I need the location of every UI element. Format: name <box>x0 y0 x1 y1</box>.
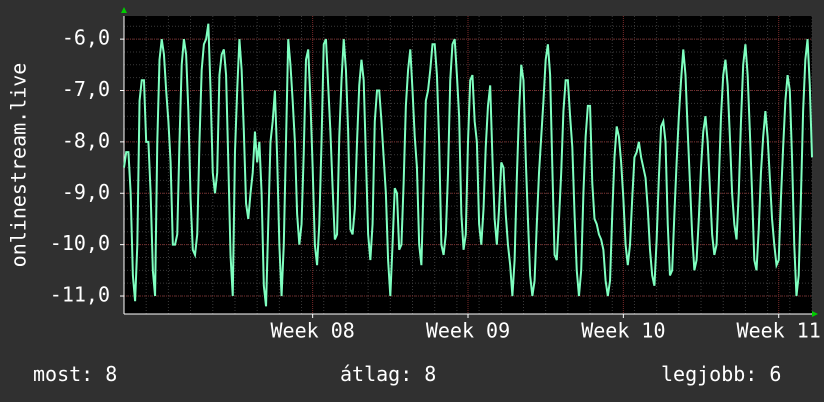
y-tick-label: -10,0 <box>50 231 110 255</box>
series-line <box>123 23 813 307</box>
x-tick-label: Week 10 <box>581 319 665 343</box>
y-axis-arrow <box>121 7 127 13</box>
y-tick-label: -11,0 <box>50 283 110 307</box>
major-grid <box>124 16 812 314</box>
y-tick-label: -6,0 <box>62 26 110 50</box>
x-axis-arrow <box>812 311 818 317</box>
y-tick-label: -7,0 <box>62 77 110 101</box>
x-tick-label: Week 09 <box>426 319 510 343</box>
x-axis-ticks: Week 08 Week 09 Week 10 Week 11 <box>270 314 821 343</box>
legend-max: legjobb: 6 <box>661 362 782 386</box>
x-tick-label: Week 11 <box>737 319 821 343</box>
legend-current: most: 8 <box>33 362 118 386</box>
y-axis-ticks: -6,0 -7,0 -8,0 -9,0 -10,0 -11,0 <box>50 26 124 307</box>
y-axis-label: onlinestream.live <box>7 63 31 268</box>
y-tick-label: -9,0 <box>62 180 110 204</box>
legend-average: átlag: 8 <box>340 362 437 386</box>
x-tick-label: Week 08 <box>270 319 354 343</box>
y-tick-label: -8,0 <box>62 128 110 152</box>
